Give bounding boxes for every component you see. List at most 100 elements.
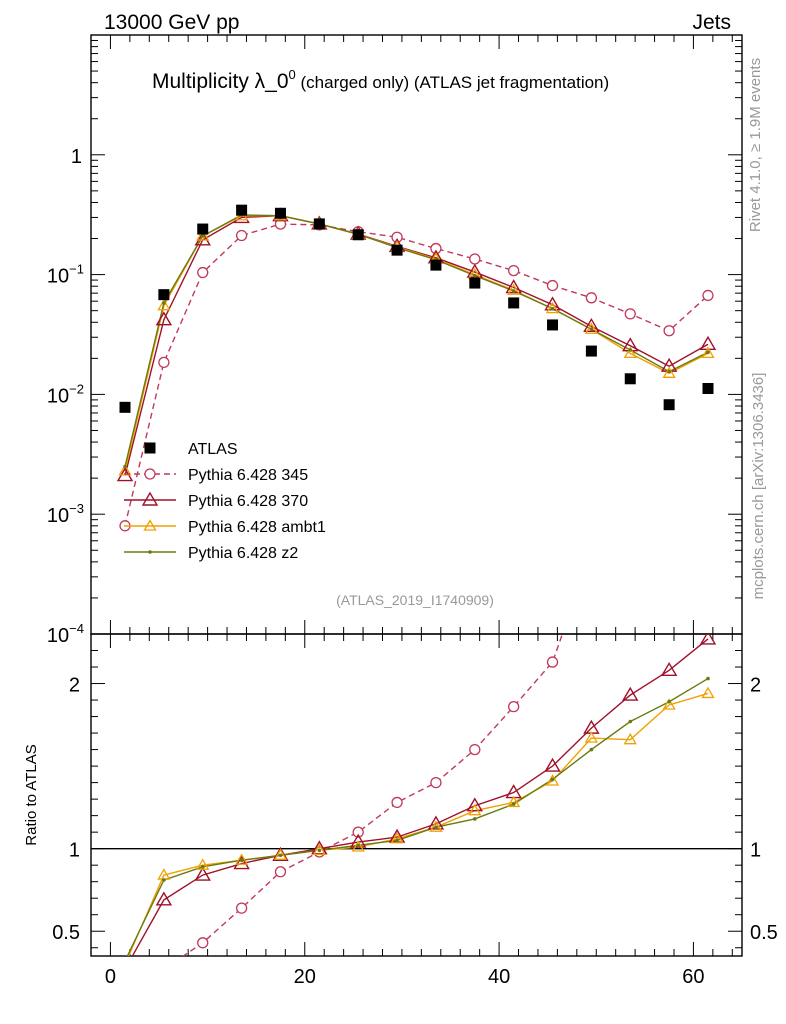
point-ambt1 bbox=[157, 298, 171, 311]
legend-marker-p345 bbox=[144, 468, 156, 480]
point-z2 bbox=[200, 234, 205, 238]
ratio-point-p345 bbox=[586, 546, 596, 556]
point-z2 bbox=[550, 306, 555, 311]
legend-label-z2: Pythia 6.428 z2 bbox=[188, 545, 298, 562]
main-y-tick-label: 10−4 bbox=[47, 621, 84, 647]
main-plot-title: Multiplicity λ_00 (charged only) (ATLAS … bbox=[152, 67, 609, 93]
point-ambt1 bbox=[701, 346, 715, 359]
ratio-point-ambt1 bbox=[584, 731, 599, 743]
point-ambt1 bbox=[545, 301, 560, 314]
rivet-version-label: Rivet 4.1.0, ≥ 1.9M events bbox=[747, 58, 764, 232]
ratio-y-tick-label: 1 bbox=[69, 840, 80, 862]
point-data bbox=[547, 319, 559, 331]
ratio-point-p345 bbox=[235, 902, 248, 914]
ratio-point-p345 bbox=[625, 431, 635, 441]
point-p370 bbox=[699, 335, 717, 350]
point-ambt1 bbox=[623, 346, 637, 359]
ratio-point-ambt1 bbox=[662, 698, 676, 710]
ratio-point-p370 bbox=[699, 634, 717, 645]
mcplots-label: mcplots.cern.ch [arXiv:1306.3436] bbox=[750, 373, 767, 600]
point-p345 bbox=[197, 266, 209, 279]
point-data bbox=[158, 289, 170, 301]
ratio-point-p370 bbox=[233, 855, 250, 870]
ratio-point-p370 bbox=[272, 846, 289, 861]
ratio-line-ambt1 bbox=[127, 692, 709, 956]
point-p345 bbox=[508, 264, 520, 277]
point-data bbox=[313, 218, 325, 230]
header-jets-label: Jets bbox=[692, 11, 731, 34]
point-data bbox=[430, 259, 442, 271]
ratio-point-ambt1 bbox=[312, 843, 326, 855]
ratio-point-p345 bbox=[274, 866, 287, 878]
ratio-point-z2 bbox=[550, 777, 555, 782]
ratio-point-z2 bbox=[511, 802, 516, 806]
ratio-point-z2 bbox=[162, 878, 166, 882]
point-z2 bbox=[706, 350, 710, 355]
ratio-point-p370 bbox=[155, 891, 173, 906]
ratio-point-z2 bbox=[317, 848, 322, 853]
svg-text:Multiplicity λ_00 (charged onl: Multiplicity λ_00 (charged only) (ATLAS … bbox=[152, 67, 609, 93]
legend-label-p345: Pythia 6.428 345 bbox=[188, 467, 308, 484]
ratio-point-ambt1 bbox=[429, 820, 443, 832]
main-y-tick-label: 10−3 bbox=[47, 501, 84, 527]
ratio-y-tick-label-right: 0.5 bbox=[750, 922, 778, 944]
analysis-watermark: (ATLAS_2019_I1740909) bbox=[336, 592, 494, 608]
point-p345 bbox=[663, 325, 675, 337]
ratio-point-p345 bbox=[159, 964, 169, 974]
ratio-point-p370 bbox=[544, 757, 561, 772]
point-z2 bbox=[123, 464, 127, 469]
legend-marker-data bbox=[144, 442, 156, 454]
main-series-marks bbox=[116, 204, 717, 532]
point-p345 bbox=[585, 292, 598, 304]
ratio-point-ambt1 bbox=[468, 803, 482, 816]
ratio-point-p345 bbox=[508, 701, 520, 713]
main-y-tick-label: 10−1 bbox=[47, 262, 84, 288]
point-data bbox=[391, 244, 403, 256]
ratio-point-z2 bbox=[200, 865, 205, 869]
ratio-axis-ticks: 0.5 0.51 12 20 20 40 60 bbox=[52, 650, 778, 988]
series-line-p345 bbox=[124, 223, 709, 526]
ratio-point-ambt1 bbox=[623, 732, 637, 745]
point-data bbox=[663, 399, 675, 411]
ratio-point-p370 bbox=[118, 962, 132, 974]
point-p345 bbox=[624, 308, 636, 320]
point-z2 bbox=[162, 301, 166, 305]
x-tick-label: 20 bbox=[294, 966, 316, 988]
ratio-axis-label: Ratio to ATLAS bbox=[23, 744, 40, 845]
series-line-p370 bbox=[124, 215, 709, 476]
point-p345 bbox=[702, 289, 714, 302]
point-p345 bbox=[235, 229, 248, 242]
ratio-point-ambt1 bbox=[234, 853, 249, 865]
x-tick-label: 60 bbox=[682, 966, 704, 988]
point-data bbox=[197, 223, 209, 235]
ratio-point-p370 bbox=[466, 797, 484, 812]
x-tick-label: 0 bbox=[105, 966, 116, 988]
legend: ATLAS Pythia 6.428 345 Pythia 6.428 370 Pyt… bbox=[124, 441, 326, 562]
ratio-line-p345 bbox=[182, 634, 564, 956]
ratio-line-z2 bbox=[126, 677, 709, 956]
point-z2 bbox=[667, 369, 671, 374]
point-ambt1 bbox=[507, 283, 521, 295]
point-p345 bbox=[546, 279, 559, 292]
title-superscript: 0 bbox=[289, 67, 296, 82]
ratio-point-z2 bbox=[667, 699, 671, 704]
point-z2 bbox=[472, 273, 477, 278]
header-energy-label: 13000 GeV pp bbox=[104, 11, 239, 34]
point-data bbox=[119, 401, 131, 413]
point-ambt1 bbox=[196, 229, 210, 241]
point-data bbox=[469, 277, 481, 289]
ratio-point-ambt1 bbox=[351, 840, 365, 852]
ratio-point-ambt1 bbox=[120, 959, 131, 969]
ratio-point-p345 bbox=[546, 656, 559, 668]
ratio-y-tick-label-right: 1 bbox=[750, 840, 761, 862]
point-p345 bbox=[158, 356, 170, 369]
legend-label-p370: Pythia 6.428 370 bbox=[188, 493, 308, 510]
main-y-tick-label: 10−2 bbox=[47, 381, 84, 407]
point-data bbox=[585, 345, 597, 357]
ratio-point-z2 bbox=[589, 747, 594, 752]
point-z2 bbox=[589, 327, 594, 332]
main-y-tick-label: 1 bbox=[71, 146, 82, 168]
ratio-panel-frame bbox=[90, 633, 743, 957]
ratio-point-z2 bbox=[395, 838, 399, 843]
